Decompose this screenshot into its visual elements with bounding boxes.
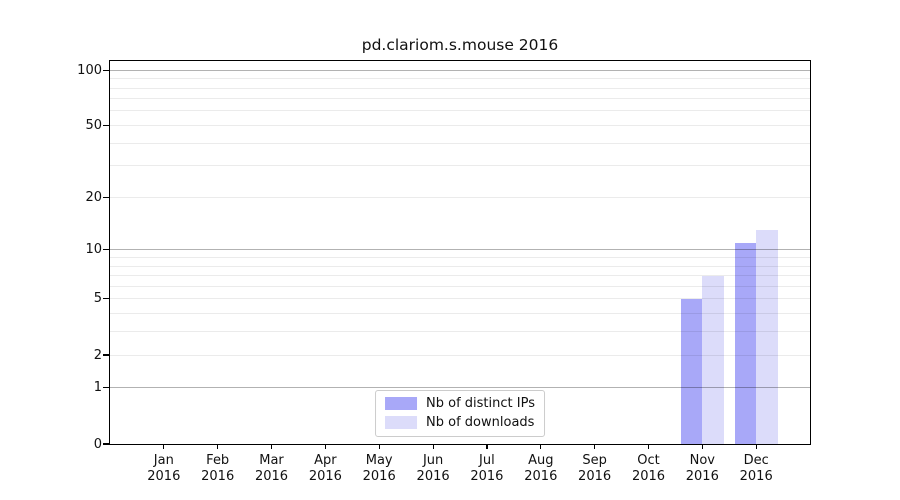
x-tick — [594, 444, 596, 449]
x-tick-label: Aug 2016 — [524, 453, 558, 484]
y-tick-label: 100 — [77, 62, 102, 78]
legend-item-distinct-ips: Nb of distinct IPs — [385, 396, 535, 411]
x-tick-label: Dec 2016 — [739, 453, 773, 484]
x-tick — [270, 444, 273, 449]
legend-swatch-downloads — [385, 416, 418, 429]
y-tick — [103, 298, 110, 300]
y-tick-label: 20 — [85, 189, 102, 205]
x-tick — [217, 444, 219, 449]
y-tick-label: 1 — [93, 380, 102, 396]
gridline-y-10 — [110, 249, 810, 251]
y-tick-label: 5 — [93, 291, 102, 307]
x-tick-label: Oct 2016 — [631, 453, 666, 484]
y-tick-label: 10 — [85, 242, 102, 258]
gridline-y-6 — [110, 285, 810, 287]
x-tick — [701, 444, 703, 449]
x-tick-label: Mar 2016 — [254, 453, 289, 484]
gridline-y-100 — [110, 69, 810, 71]
x-tick-label: Nov 2016 — [685, 453, 719, 484]
x-tick — [432, 444, 434, 449]
y-tick-label: 50 — [85, 118, 102, 133]
y-tick — [103, 443, 110, 445]
x-tick — [378, 444, 380, 449]
legend-label-distinct-ips: Nb of distinct IPs — [426, 396, 535, 411]
bar-dec-distinct-ips — [734, 242, 757, 444]
x-tick-label: May 2016 — [362, 453, 396, 484]
gridline-y-2 — [110, 354, 810, 356]
gridline-y-90 — [110, 78, 810, 79]
gridline-y-3 — [110, 331, 810, 333]
y-tick — [103, 196, 110, 198]
x-tick — [163, 444, 165, 449]
gridline-y-9 — [110, 257, 810, 258]
x-tick-label: Apr 2016 — [308, 453, 342, 484]
legend: Nb of distinct IPs Nb of downloads — [375, 390, 545, 437]
x-tick-label: Jun 2016 — [416, 453, 450, 484]
y-tick-label: 2 — [93, 347, 102, 363]
x-tick-label: Sep 2016 — [578, 453, 612, 484]
x-tick — [540, 444, 542, 449]
y-tick — [103, 249, 110, 251]
gridline-y-4 — [110, 313, 810, 315]
gridline-y-7 — [110, 275, 810, 276]
x-tick — [324, 444, 327, 449]
x-tick-label: Jul 2016 — [470, 453, 504, 484]
gridline-y-30 — [110, 165, 810, 167]
y-tick — [103, 69, 110, 71]
x-tick-label: Feb 2016 — [201, 453, 235, 484]
bar-nov-distinct-ips — [680, 298, 703, 444]
x-tick — [647, 444, 650, 449]
x-tick — [755, 444, 757, 449]
gridline-y-5 — [110, 298, 810, 300]
gridline-y-70 — [110, 98, 810, 100]
gridline-y-80 — [110, 87, 810, 89]
gridline-y-40 — [110, 142, 810, 144]
gridline-y-50 — [110, 125, 810, 126]
y-tick-label: 0 — [93, 436, 102, 452]
gridline-y-1 — [110, 387, 810, 389]
y-tick — [103, 387, 110, 389]
y-tick — [103, 354, 110, 356]
bar-dec-downloads — [756, 230, 778, 444]
x-tick-label: Jan 2016 — [147, 453, 181, 484]
legend-swatch-distinct-ips — [385, 397, 418, 410]
chart-title: pd.clariom.s.mouse 2016 — [361, 36, 559, 54]
x-tick — [486, 444, 488, 449]
plot-area: Nb of distinct IPs Nb of downloads — [103, 60, 811, 449]
gridline-y-20 — [110, 196, 810, 198]
legend-item-downloads: Nb of downloads — [385, 415, 535, 430]
bar-nov-downloads — [702, 275, 724, 444]
legend-label-downloads: Nb of downloads — [426, 415, 535, 430]
y-tick — [103, 124, 110, 127]
gridline-y-8 — [110, 265, 810, 267]
gridline-y-60 — [110, 110, 810, 112]
